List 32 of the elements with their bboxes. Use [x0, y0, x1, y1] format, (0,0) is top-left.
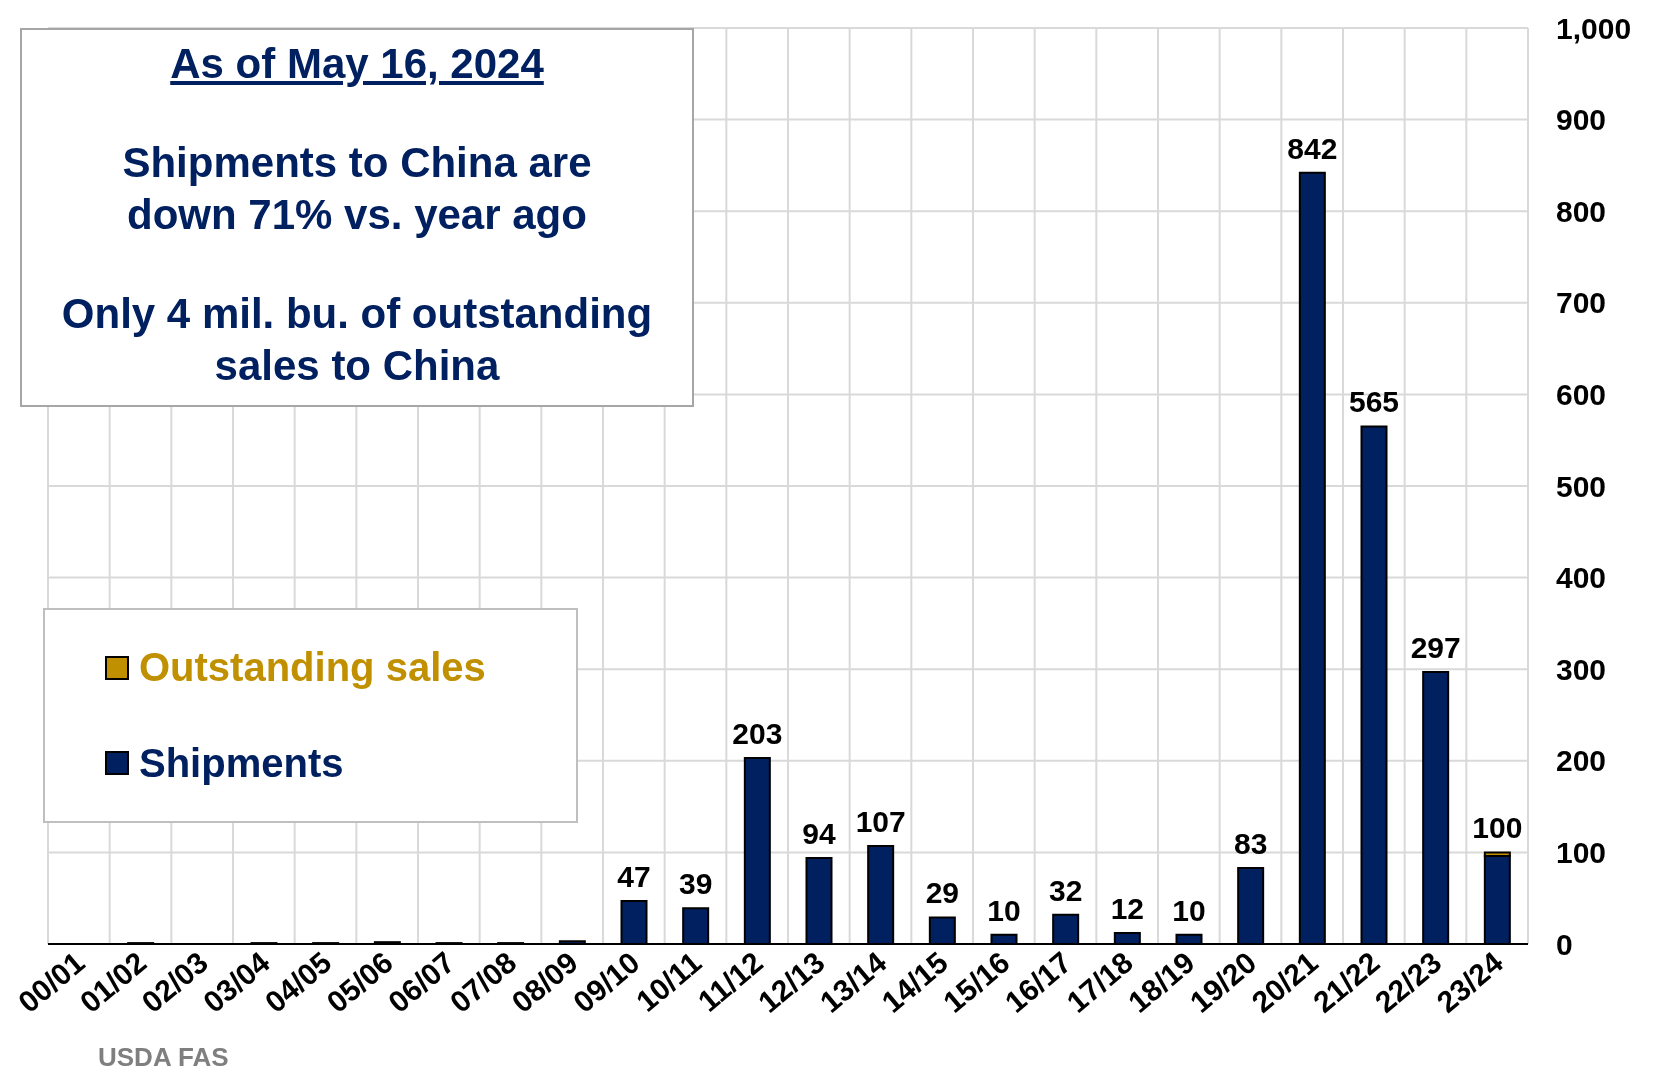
y-tick-label: 200 — [1556, 744, 1607, 778]
annotation: Only 4 mil. bu. of outstanding sales to China — [60, 288, 654, 391]
annotation: As of May 16, 2024 — [169, 39, 545, 89]
total-label: 83 — [1233, 826, 1268, 860]
total-label: 29 — [925, 876, 960, 910]
y-tick-label: 900 — [1556, 103, 1607, 137]
y-tick-label: 300 — [1556, 652, 1607, 686]
total-label: 10 — [1172, 893, 1206, 927]
total-label: 94 — [802, 816, 836, 850]
y-tick-label: 100 — [1556, 836, 1607, 870]
total-label: 39 — [678, 867, 713, 901]
y-tick-label: 800 — [1556, 194, 1607, 228]
total-label: 107 — [855, 804, 906, 838]
total-label: 12 — [1110, 892, 1145, 926]
y-tick-label: 600 — [1556, 378, 1607, 412]
y-tick-label: 400 — [1556, 561, 1607, 595]
text: USDA FAS — [98, 1042, 229, 1073]
total-label: 297 — [1410, 630, 1461, 664]
total-label: 565 — [1348, 385, 1400, 419]
total-label: 32 — [1048, 873, 1083, 907]
total-label: 47 — [617, 859, 651, 893]
y-tick-label: 0 — [1556, 927, 1573, 961]
total-label: 842 — [1287, 131, 1338, 165]
legend-label: Outstanding sales — [138, 645, 487, 691]
y-tick-label: 700 — [1556, 286, 1607, 320]
total-label: 100 — [1472, 811, 1523, 845]
annotation: Shipments to China are down 71% vs. year ago — [121, 137, 593, 240]
legend-label: Shipments — [138, 740, 345, 786]
total-label: 10 — [987, 893, 1021, 927]
y-tick-label: 1,000 — [1556, 11, 1632, 45]
y-tick-label: 500 — [1556, 469, 1607, 503]
total-label: 203 — [732, 717, 783, 751]
